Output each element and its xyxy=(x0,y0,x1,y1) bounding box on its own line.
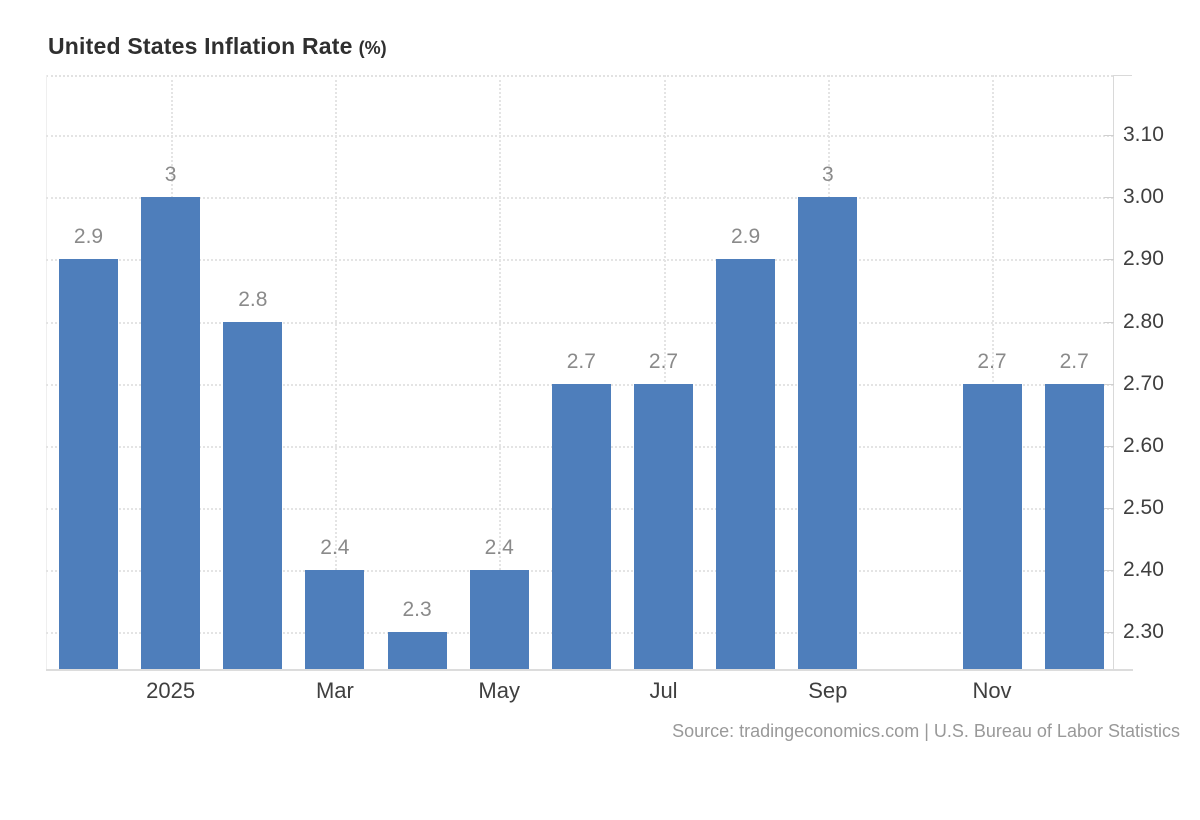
x-axis-label: Nov xyxy=(972,678,1012,703)
gridline-vertical xyxy=(499,75,502,670)
y-axis-label: 2.70 xyxy=(1123,371,1164,395)
y-axis-label: 3.00 xyxy=(1123,185,1164,209)
bar[interactable] xyxy=(716,259,776,670)
gridline-horizontal xyxy=(46,197,1113,200)
y-axis-tick xyxy=(1104,135,1114,137)
source-credit: Source: tradingeconomics.com | U.S. Bure… xyxy=(672,721,1180,741)
bar[interactable] xyxy=(798,197,858,670)
bar[interactable] xyxy=(962,383,1022,670)
bar[interactable] xyxy=(551,383,611,670)
gridline-horizontal xyxy=(46,135,1113,138)
chart-title: United States Inflation Rate (%) xyxy=(48,33,387,60)
y-axis-tick xyxy=(1104,383,1114,385)
y-axis-tick xyxy=(1104,507,1114,509)
bar[interactable] xyxy=(141,197,201,670)
gridline-vertical xyxy=(992,75,994,670)
x-axis-line xyxy=(46,669,1133,671)
chart-title-text: United States Inflation Rate xyxy=(48,33,353,59)
plot-top-border xyxy=(46,75,1113,77)
y-axis-tick xyxy=(1104,632,1114,633)
bar[interactable] xyxy=(1044,383,1104,670)
bar-value-label: 2.7 xyxy=(566,349,596,373)
plot-area: 2.9 3 2.8 2.4 2.3 2.4 2.7 2.7 2.9 3 2.7 2.7 xyxy=(46,75,1114,670)
bar-value-label: 2.9 xyxy=(730,225,761,249)
y-axis-tick xyxy=(1104,445,1114,447)
x-axis-label: Sep xyxy=(808,678,848,703)
bar-value-label: 2.4 xyxy=(320,535,350,559)
x-axis-label: May xyxy=(478,678,520,703)
y-axis-line xyxy=(1113,75,1114,670)
bar-value-label: 3 xyxy=(164,163,177,187)
bar[interactable] xyxy=(223,321,283,670)
bar-value-label: 2.7 xyxy=(648,349,679,373)
y-axis-top-tick xyxy=(1113,75,1132,76)
gridline-vertical xyxy=(334,75,337,670)
x-axis-label: Mar xyxy=(315,678,354,703)
y-axis-label: 2.40 xyxy=(1123,557,1164,581)
bar-value-label: 2.4 xyxy=(484,535,514,559)
bar-value-label: 3 xyxy=(821,163,834,187)
bar-value-label: 2.3 xyxy=(402,598,432,621)
x-axis-label: Jul xyxy=(649,678,678,703)
y-axis-label: 2.90 xyxy=(1123,247,1164,271)
plot-left-border xyxy=(46,75,47,670)
y-axis-label: 2.60 xyxy=(1123,433,1164,457)
x-axis-label: 2025 xyxy=(146,678,196,703)
y-axis-label: 2.50 xyxy=(1123,495,1164,519)
y-axis-tick xyxy=(1104,259,1114,261)
bar-value-label: 2.7 xyxy=(1059,349,1089,373)
bar[interactable] xyxy=(59,259,118,670)
bar-value-label: 2.8 xyxy=(238,287,268,311)
gridline-horizontal xyxy=(46,321,1113,324)
y-axis-tick xyxy=(1104,569,1114,571)
bar[interactable] xyxy=(469,569,529,670)
bar[interactable] xyxy=(634,383,693,670)
bar-value-label: 2.9 xyxy=(73,225,104,249)
bar-value-label: 2.7 xyxy=(977,349,1007,373)
bar[interactable] xyxy=(305,569,365,670)
y-axis-label: 2.80 xyxy=(1123,309,1164,333)
gridline-vertical xyxy=(663,75,666,670)
y-axis-label: 2.30 xyxy=(1123,620,1164,643)
bar[interactable] xyxy=(387,632,447,670)
chart-title-unit: (%) xyxy=(358,38,387,58)
y-axis-tick xyxy=(1104,321,1114,323)
y-axis-tick xyxy=(1104,197,1114,199)
y-axis-label: 3.10 xyxy=(1123,123,1164,147)
gridline-horizontal xyxy=(46,259,1113,262)
